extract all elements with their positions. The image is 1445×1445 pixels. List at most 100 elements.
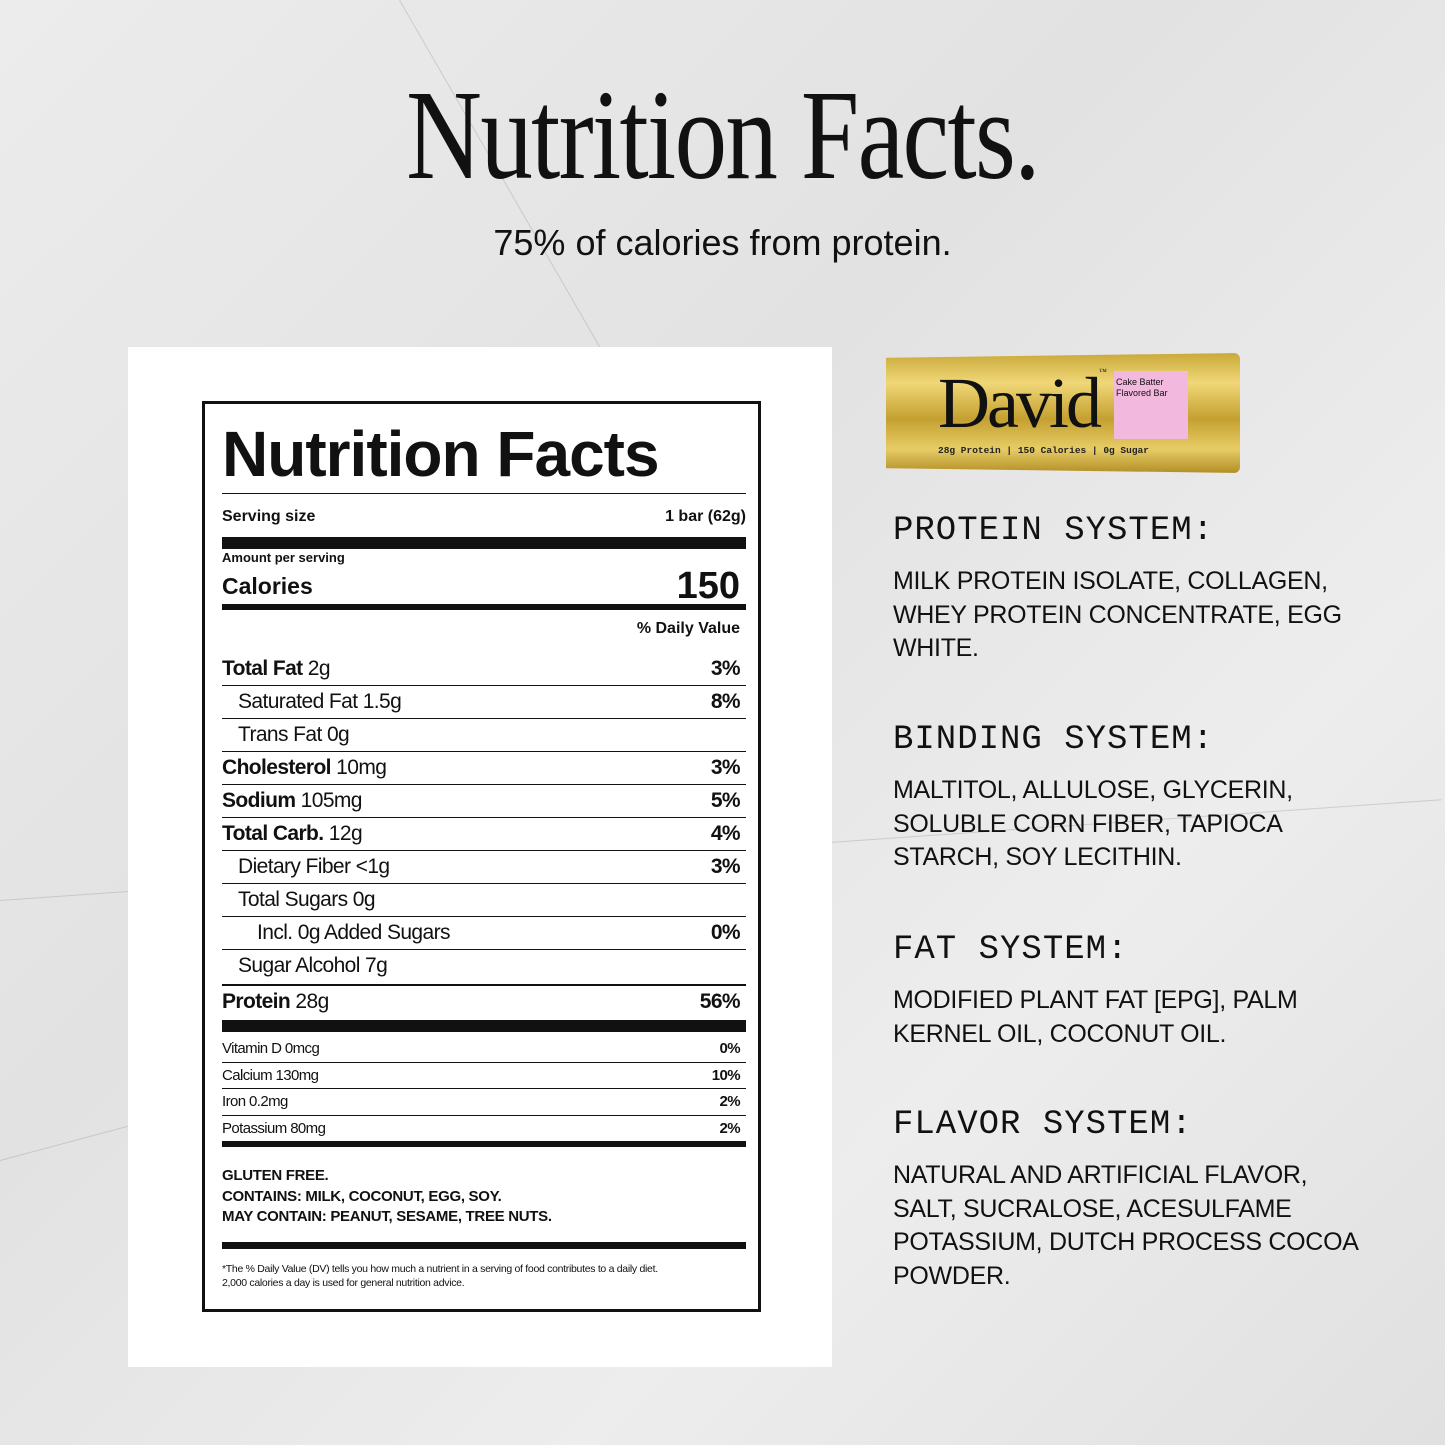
nutrient-amount: 7g (365, 954, 388, 977)
section-text: MILK PROTEIN ISOLATE, COLLAGEN, WHEY PRO… (893, 567, 1342, 662)
section-text: NATURAL AND ARTIFICIAL FLAVOR, SALT, SUC… (893, 1161, 1358, 1290)
nutrient-row: Total Fat 2g 3% (222, 652, 746, 685)
calories-value: 150 (676, 565, 740, 607)
brand-logo: David™ (938, 367, 1107, 441)
footnote: *The % Daily Value (DV) tells you how mu… (222, 1262, 746, 1290)
trademark: ™ (1098, 367, 1107, 376)
nutrient-name: Dietary Fiber <1g (222, 855, 390, 879)
nutrient-row: Protein 28g 56% (222, 984, 746, 1017)
nutrient-label: Dietary Fiber (238, 855, 351, 878)
nutrient-row: Sodium 105mg 5% (222, 784, 746, 817)
nutrient-label: Sodium (222, 789, 296, 812)
thick-divider (222, 1141, 746, 1147)
vitamin-row: Vitamin D 0mcg 0% (222, 1035, 746, 1061)
divider (222, 493, 746, 494)
allergen-line: MAY CONTAIN: PEANUT, SESAME, TREE NUTS. (222, 1208, 552, 1225)
vitamin-dv: 10% (711, 1066, 741, 1084)
nutrient-row: Total Sugars 0g (222, 883, 746, 916)
vitamin-name: Iron 0.2mg (222, 1093, 288, 1110)
serving-value: 1 bar (62g) (665, 508, 746, 525)
nutrient-label: Saturated Fat (238, 690, 358, 713)
nutrient-label: Protein (222, 989, 291, 1013)
nutrient-amount: 10mg (336, 756, 387, 779)
nutrient-dv: 5% (710, 789, 741, 812)
vitamin-dv: 2% (719, 1093, 741, 1110)
vitamin-name: Calcium 130mg (222, 1066, 319, 1084)
binding-system: BINDING SYSTEM: MALTITOL, ALLULOSE, GLYCE… (893, 721, 1373, 875)
flavor-panel: Cake Batter Flavored Bar (1114, 371, 1188, 439)
section-text: MALTITOL, ALLULOSE, GLYCERIN, SOLUBLE CO… (893, 776, 1293, 871)
dv-header: % Daily Value (222, 616, 746, 642)
nutrient-name: Total Sugars 0g (222, 888, 376, 912)
vitamin-dv: 2% (719, 1119, 741, 1137)
product-wrapper-image: David™ Cake Batter Flavored Bar 28g Prote… (886, 353, 1240, 473)
nutrient-amount: 105mg (300, 789, 363, 812)
nutrient-label: Cholesterol (222, 756, 332, 779)
fat-system: FAT SYSTEM: MODIFIED PLANT FAT [EPG], PAL… (893, 931, 1373, 1051)
nutrient-name: Trans Fat 0g (222, 723, 350, 747)
nutrient-row: Saturated Fat 1.5g 8% (222, 685, 746, 718)
nutrient-dv: 0% (710, 921, 741, 944)
nutrient-dv: 8% (710, 690, 741, 713)
footnote-line: 2,000 calories a day is used for general… (222, 1277, 465, 1289)
protein-system: PROTEIN SYSTEM: MILK PROTEIN ISOLATE, COL… (893, 512, 1363, 666)
page-title: Nutrition Facts. (406, 64, 1040, 206)
nutrient-dv: 3% (710, 855, 741, 878)
nutrient-name: Incl. 0g Added Sugars (222, 921, 450, 945)
nutrient-name: Cholesterol 10mg (222, 756, 387, 780)
dv-header-text: % Daily Value (636, 620, 740, 637)
nutrient-row: Trans Fat 0g (222, 718, 746, 751)
flavor-line: Cake Batter (1116, 377, 1164, 387)
nutrient-amount: 0g (326, 723, 350, 746)
nutrient-amount: 1.5g (362, 690, 402, 713)
vitamin-row: Potassium 80mg 2% (222, 1114, 746, 1141)
serving-label: Serving size (222, 508, 316, 525)
nutrient-amount: <1g (355, 855, 390, 878)
section-heading: FAT SYSTEM: (893, 931, 1129, 969)
section-heading: PROTEIN SYSTEM: (893, 512, 1215, 550)
nutrient-name: Total Carb. 12g (222, 822, 363, 846)
nutrient-row: Total Carb. 12g 4% (222, 817, 746, 850)
nutrient-amount: 2g (307, 656, 331, 680)
flavor-system: FLAVOR SYSTEM: NATURAL AND ARTIFICIAL FLA… (893, 1106, 1373, 1293)
nutrition-label: Nutrition Facts Serving size 1 bar (62g)… (202, 401, 761, 1312)
vitamin-name: Potassium 80mg (222, 1119, 326, 1137)
nutrient-dv: 3% (710, 656, 741, 680)
nutrient-label: Sugar Alcohol (238, 954, 360, 977)
thick-divider (222, 1020, 746, 1032)
nutrient-label: Total Carb. (222, 822, 324, 845)
section-heading: BINDING SYSTEM: (893, 721, 1215, 759)
amount-label: Amount per serving (222, 550, 345, 565)
nutrient-amount: 0g (352, 888, 376, 911)
nutrient-name: Protein 28g (222, 990, 329, 1014)
thick-divider (222, 537, 746, 549)
allergen-line: CONTAINS: MILK, COCONUT, EGG, SOY. (222, 1187, 502, 1205)
nutrient-dv: 4% (710, 822, 741, 845)
nutrient-row: Sugar Alcohol 7g (222, 949, 746, 982)
brand-name: David (938, 363, 1102, 443)
nutrient-dv: 3% (710, 756, 741, 779)
amount-row: Amount per serving (222, 550, 746, 566)
section-heading: FLAVOR SYSTEM: (893, 1106, 1193, 1144)
vitamin-row: Iron 0.2mg 2% (222, 1088, 746, 1114)
vitamin-row: Calcium 130mg 10% (222, 1061, 746, 1088)
thick-divider (222, 1242, 746, 1249)
nutrient-label: Total Sugars (238, 888, 348, 911)
nutrient-label: Trans Fat (238, 723, 322, 746)
calories-label: Calories (222, 573, 313, 599)
nutrient-row: Incl. 0g Added Sugars 0% (222, 916, 746, 949)
page-subtitle: 75% of calories from protein. (493, 222, 952, 263)
serving-row: Serving size 1 bar (62g) (222, 504, 746, 530)
section-text: MODIFIED PLANT FAT [EPG], PALM KERNEL OI… (893, 986, 1298, 1048)
flavor-line: Flavored Bar (1116, 388, 1168, 398)
nutrient-amount: 12g (328, 822, 363, 845)
nutrient-dv: 56% (699, 989, 741, 1013)
nutrient-label: Total Fat (222, 656, 303, 680)
calories-row: Calories 150 (222, 565, 746, 607)
nutrient-name: Sugar Alcohol 7g (222, 954, 388, 978)
allergen-line: GLUTEN FREE. (222, 1167, 329, 1184)
nutrient-row: Cholesterol 10mg 3% (222, 751, 746, 784)
nutrient-name: Saturated Fat 1.5g (222, 690, 402, 714)
nutrient-amount: 28g (295, 989, 329, 1013)
nutrient-row: Dietary Fiber <1g 3% (222, 850, 746, 883)
